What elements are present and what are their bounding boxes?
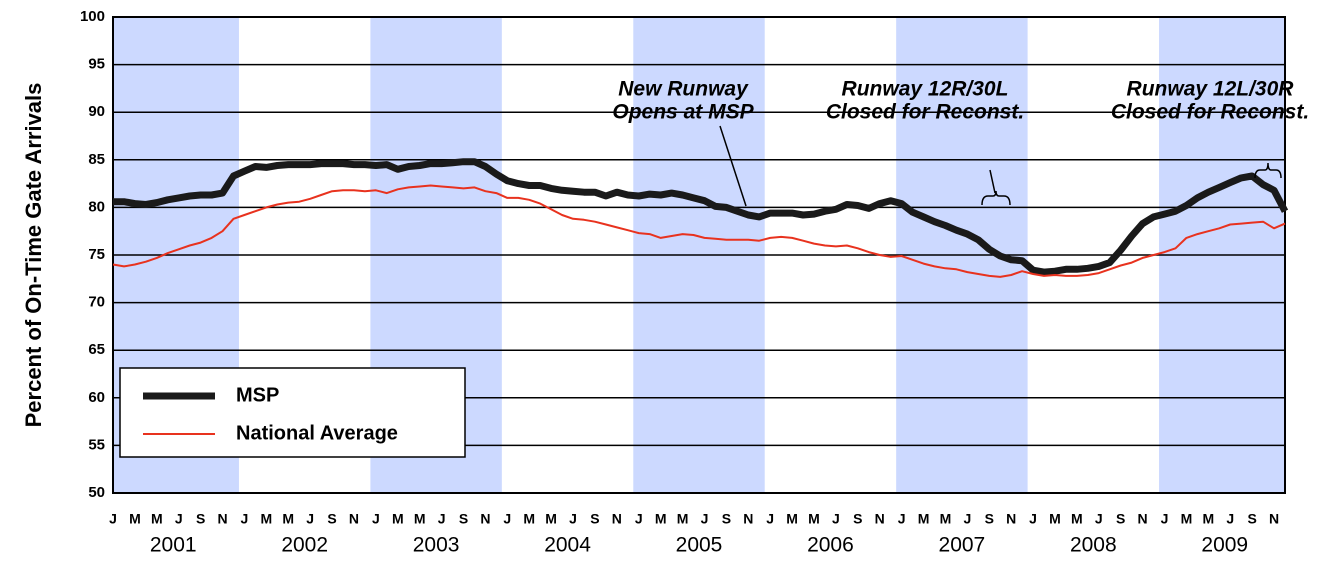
x-tick-label: S [590,511,599,527]
y-tick-label: 100 [80,8,105,25]
series-line [113,158,1289,276]
year-label: 2006 [807,534,854,557]
y-tick-label: 60 [88,389,105,406]
legend-label: MSP [236,384,279,406]
year-label: 2007 [939,534,986,557]
y-tick-label: 70 [88,294,105,311]
x-tick-label: M [1181,511,1193,527]
y-tick-label: 75 [88,246,105,263]
x-tick-label: J [701,511,709,527]
x-tick-label: N [1006,511,1016,527]
x-tick-label: M [523,511,535,527]
x-tick-label: J [175,511,183,527]
x-tick-label: N [349,511,359,527]
annotation-leader [981,169,1011,206]
x-tick-label: J [438,511,446,527]
x-tick-label: M [786,511,798,527]
plot-frame [112,16,1286,494]
x-tick-label: N [480,511,490,527]
x-tick-label: M [129,511,141,527]
x-tick-label: J [306,511,314,527]
x-tick-label: M [1049,511,1061,527]
x-tick-label: S [459,511,468,527]
year-label: 2001 [150,534,197,557]
year-label: 2003 [413,534,460,557]
y-tick-label: 95 [88,56,105,73]
x-tick-label: J [372,511,380,527]
x-tick-label: J [963,511,971,527]
x-tick-label: J [109,511,117,527]
annotation: Opens at MSP [612,101,754,124]
x-tick-label: M [414,511,426,527]
annotation-leader [1254,162,1282,179]
y-axis-label: Percent of On-Time Gate Arrivals [21,83,46,428]
x-tick-label: J [241,511,249,527]
annotation: Runway 12L/30R [1127,78,1295,101]
x-tick-label: J [569,511,577,527]
x-tick-label: M [677,511,689,527]
x-tick-label: M [1071,511,1083,527]
x-tick-label: J [1161,511,1169,527]
x-tick-label: M [918,511,930,527]
x-tick-label: N [875,511,885,527]
y-tick-label: 90 [88,103,105,120]
x-tick-label: S [1116,511,1125,527]
x-tick-label: J [635,511,643,527]
x-tick-label: M [261,511,273,527]
x-tick-label: S [985,511,994,527]
annotation: Closed for Reconst. [1111,101,1309,124]
year-label: 2002 [281,534,328,557]
x-tick-label: S [327,511,336,527]
y-tick-label: 55 [88,436,105,453]
x-tick-label: N [743,511,753,527]
legend-box [119,367,466,458]
x-tick-label: S [853,511,862,527]
x-tick-label: M [940,511,952,527]
x-tick-label: M [151,511,163,527]
year-label: 2008 [1070,534,1117,557]
y-tick-label: 65 [88,341,105,358]
x-tick-label: M [1202,511,1214,527]
year-label: 2009 [1201,534,1248,557]
year-label: 2005 [676,534,723,557]
x-tick-label: J [1095,511,1103,527]
x-tick-label: M [808,511,820,527]
legend-label: National Average [236,422,398,444]
y-tick-label: 80 [88,198,105,215]
x-tick-label: J [898,511,906,527]
x-tick-label: J [766,511,774,527]
x-tick-label: J [1226,511,1234,527]
x-tick-label: M [392,511,404,527]
x-tick-label: M [655,511,667,527]
annotation-leader [719,125,747,207]
x-tick-label: S [1247,511,1256,527]
series-line [112,184,1286,278]
x-tick-label: N [1138,511,1148,527]
x-tick-label: M [282,511,294,527]
x-tick-label: M [545,511,557,527]
annotation: Closed for Reconst. [826,101,1024,124]
x-tick-label: J [832,511,840,527]
x-tick-label: N [612,511,622,527]
year-label: 2004 [544,534,591,557]
x-tick-label: S [196,511,205,527]
annotation: Runway 12R/30L [842,78,1009,101]
x-tick-label: J [1029,511,1037,527]
annotation: New Runway [618,78,749,101]
x-tick-label: N [1269,511,1279,527]
x-tick-label: N [217,511,227,527]
x-tick-label: S [722,511,731,527]
x-tick-label: J [503,511,511,527]
y-tick-label: 50 [88,484,105,501]
y-tick-label: 85 [88,151,105,168]
